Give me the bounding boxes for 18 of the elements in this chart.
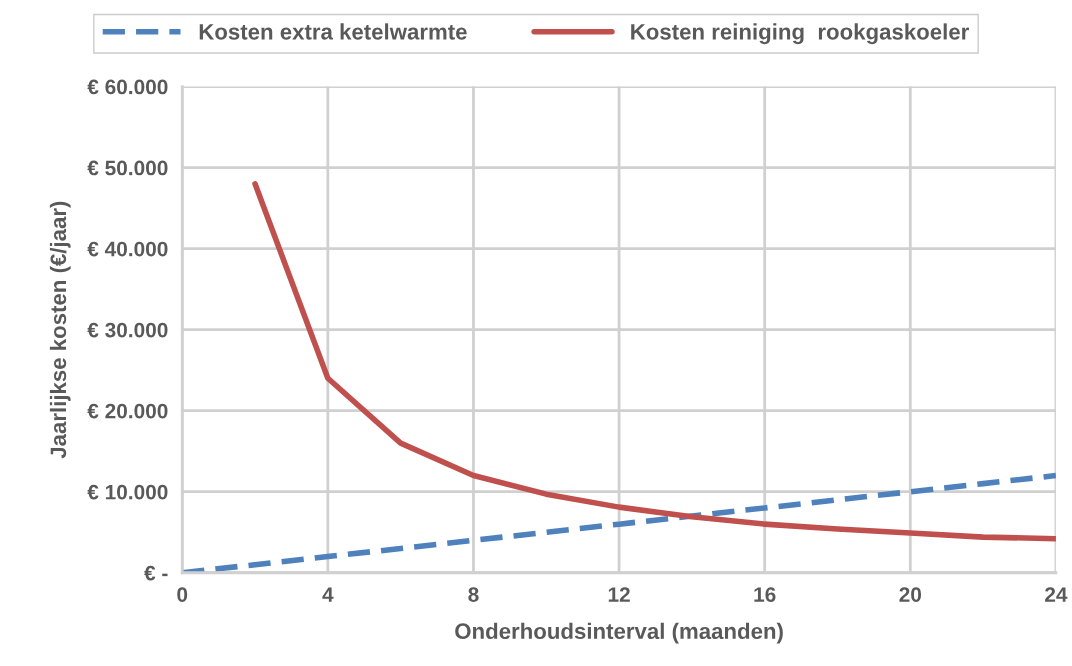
y-tick-label: € - xyxy=(144,565,168,581)
x-tick-label: 20 xyxy=(899,587,922,602)
legend-label: Kosten reiniging rookgaskoeler xyxy=(631,23,969,45)
x-tick-label: 12 xyxy=(608,587,630,602)
y-tick-label: € 50.000 xyxy=(87,160,168,176)
y-tick-label: € 60.000 xyxy=(87,79,168,95)
x-tick-label: 24 xyxy=(1045,587,1068,602)
x-tick-label: 8 xyxy=(468,587,479,602)
legend-label: Kosten extra ketelwarmte xyxy=(199,23,467,40)
y-tick-label: € 10.000 xyxy=(87,484,168,500)
y-tick-label: € 20.000 xyxy=(87,403,168,419)
x-tick-label: 0 xyxy=(177,587,188,602)
y-tick-label: € 30.000 xyxy=(87,322,168,338)
x-tick-label: 4 xyxy=(322,587,334,602)
x-axis-title: Onderhoudsinterval (maanden) xyxy=(455,622,783,644)
x-tick-label: 16 xyxy=(754,587,776,602)
y-tick-label: € 40.000 xyxy=(87,241,168,257)
y-axis-title: Jaarlijkse kosten (€/jaar) xyxy=(49,201,71,459)
